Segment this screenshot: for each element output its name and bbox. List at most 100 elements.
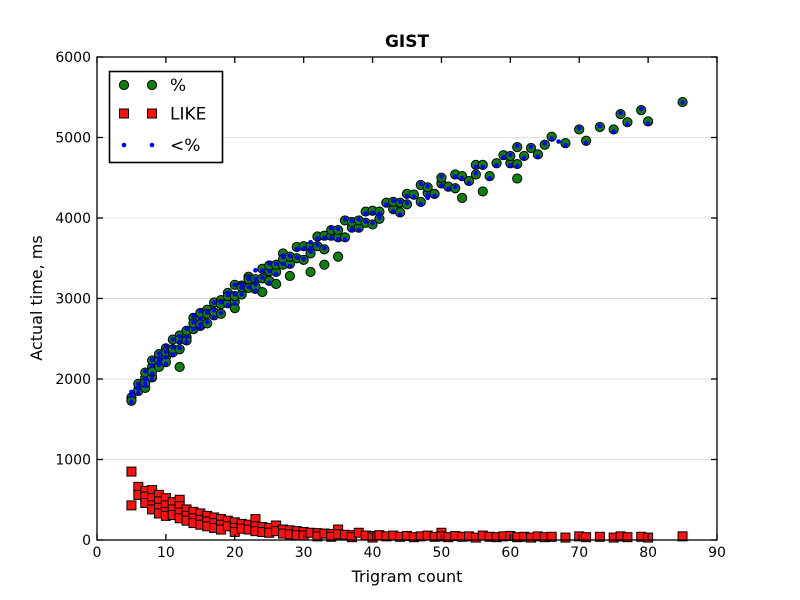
gridlines [97,137,717,460]
point-ltpercent [411,194,417,199]
point-like [546,531,557,542]
point-ltpercent [349,227,355,233]
point-ltpercent [328,225,334,231]
blue-dot-icon [149,142,155,148]
point-ltpercent [549,136,554,142]
point-ltpercent [466,180,472,186]
point-ltpercent [225,292,231,298]
green-circle-icon [118,79,130,91]
legend-entry-percent: % [118,76,186,96]
point-ltpercent [260,268,265,274]
legend-label-ltpercent: <% [170,136,200,156]
point-ltpercent [597,123,603,129]
x-tick-label: 50 [433,545,451,561]
point-ltpercent [452,184,458,190]
point-percent [305,266,316,278]
point-ltpercent [136,390,141,396]
point-ltpercent [253,282,258,287]
point-ltpercent [204,319,210,325]
point-percent [477,186,488,197]
point-ltpercent [142,369,148,374]
point-ltpercent [211,315,217,320]
point-ltpercent [501,154,506,160]
point-ltpercent [508,162,513,168]
point-ltpercent [432,193,437,199]
point-ltpercent [542,141,548,146]
point-ltpercent [198,316,203,321]
blue-dot-icon [121,142,127,148]
y-tick-label: 0 [82,533,91,549]
point-ltpercent [363,219,368,224]
point-ltpercent [184,339,189,345]
point-like [126,466,137,477]
point-ltpercent [418,201,424,207]
point-ltpercent [370,220,375,226]
point-ltpercent [301,256,306,262]
point-ltpercent [397,199,403,204]
point-ltpercent [156,358,162,364]
point-ltpercent [253,268,258,273]
point-ltpercent [177,345,182,351]
point-ltpercent [315,242,320,248]
point-ltpercent [129,393,134,399]
point-ltpercent [239,282,244,288]
point-ltpercent [294,255,300,260]
point-like [622,532,633,543]
point-ltpercent [322,235,327,241]
point-ltpercent [266,280,272,286]
point-ltpercent [198,325,203,331]
point-percent [319,259,330,270]
point-ltpercent [163,344,169,349]
point-ltpercent [404,193,410,199]
point-ltpercent [177,334,182,339]
y-tick-label: 3000 [55,292,91,308]
point-ltpercent [280,261,286,267]
point-ltpercent [273,261,279,267]
point-ltpercent [473,164,479,170]
x-axis-label: Trigram count [351,567,463,586]
legend-label-percent: % [170,76,186,96]
point-ltpercent [680,100,685,105]
point-ltpercent [253,288,258,294]
point-ltpercent [142,376,148,382]
point-ltpercent [370,210,375,216]
point-ltpercent [225,303,231,308]
point-ltpercent [136,381,141,387]
point-ltpercent [156,350,162,356]
point-ltpercent [356,227,362,232]
series-point-like [126,466,688,543]
point-ltpercent [342,237,348,242]
point-ltpercent [508,152,513,158]
point-ltpercent [129,399,134,405]
point-ltpercent [163,354,169,360]
point-ltpercent [425,195,430,201]
x-tick-label: 60 [501,545,519,561]
point-ltpercent [301,245,306,251]
point-ltpercent [156,355,162,361]
point-ltpercent [204,310,210,315]
point-ltpercent [232,301,238,307]
point-ltpercent [232,291,238,297]
point-ltpercent [170,352,176,357]
point-ltpercent [218,299,224,305]
point-ltpercent [645,121,651,126]
y-axis-label: Actual time, ms [27,235,46,360]
point-ltpercent [335,237,341,242]
chart-title: GIST [385,32,430,52]
x-tick-label: 30 [295,545,313,561]
point-ltpercent [308,245,313,251]
point-ltpercent [163,361,169,367]
x-tick-label: 80 [639,545,657,561]
point-percent [271,278,282,290]
x-tick-label: 20 [226,545,244,561]
point-ltpercent [418,181,424,187]
point-ltpercent [177,339,182,344]
point-ltpercent [184,326,189,331]
point-ltpercent [342,216,348,222]
point-ltpercent [136,384,141,390]
y-tick-label: 4000 [55,211,91,227]
point-ltpercent [149,357,155,362]
green-circle-icon [146,79,158,91]
